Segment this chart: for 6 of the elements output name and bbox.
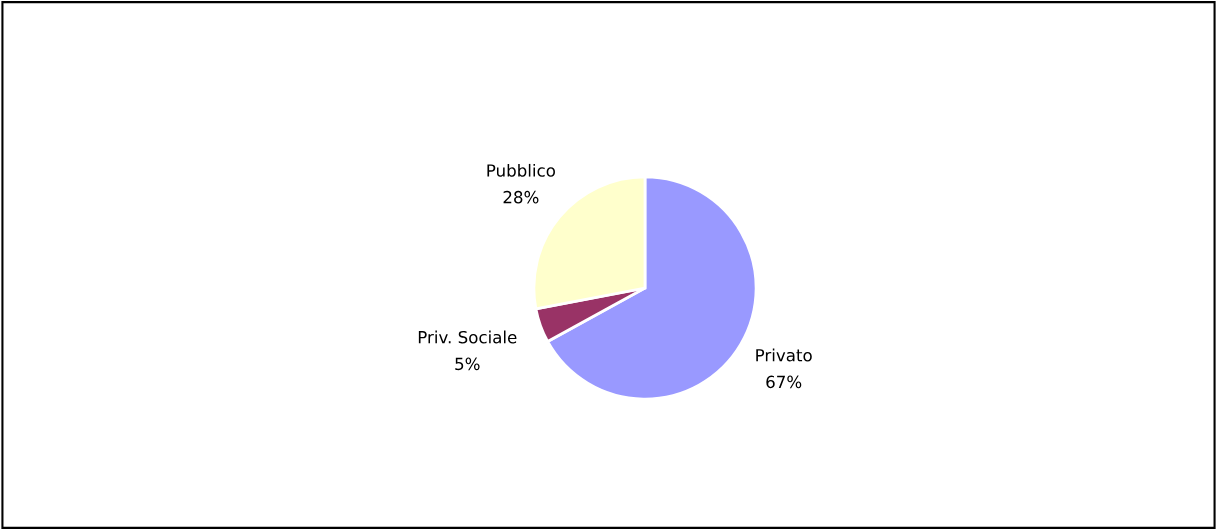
data-label: 5% [455,357,480,371]
slice-label: Priv. Sociale [418,330,517,344]
slice-label: Pubblico [487,163,555,177]
data-label: 28% [503,190,539,204]
slice-label: Privato [756,348,812,362]
data-label: 67% [766,375,802,389]
